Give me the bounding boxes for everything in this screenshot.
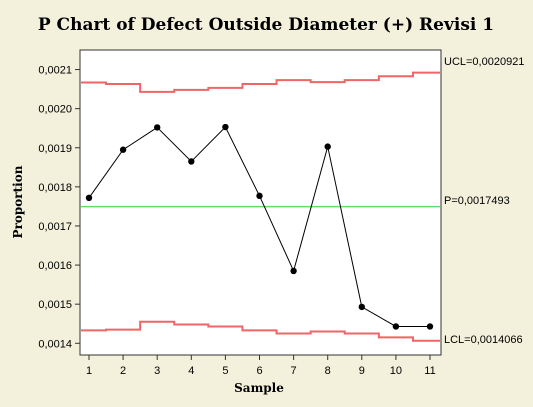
plot-area <box>79 49 442 356</box>
y-axis-title: Proportion <box>11 165 25 238</box>
data-point <box>290 267 297 275</box>
data-point <box>222 123 229 131</box>
y-tick-label: 0,0020 <box>38 104 72 116</box>
x-tick-label: 2 <box>120 365 126 377</box>
data-point <box>85 194 93 202</box>
data-point <box>119 146 127 153</box>
x-tick-label: 10 <box>390 365 402 377</box>
ucl-line <box>81 71 440 93</box>
x-tick-label: 5 <box>222 365 228 377</box>
x-tick-label: 1 <box>86 365 92 377</box>
center-line-label: P=0,0017493 <box>444 195 510 207</box>
x-tick-label: 4 <box>188 365 194 377</box>
data-point <box>358 303 365 311</box>
data-point <box>256 192 263 200</box>
x-tick-label: 8 <box>325 365 331 377</box>
x-tick-label: 9 <box>359 365 365 377</box>
data-point <box>426 323 434 330</box>
lcl-line <box>81 320 440 342</box>
data-point <box>324 143 331 150</box>
y-tick-label: 0,0017 <box>38 221 72 233</box>
y-tick-label: 0,0019 <box>38 143 72 155</box>
y-tick-label: 0,0014 <box>38 338 72 350</box>
data-series <box>85 123 434 330</box>
y-axis: 0,0014 0,0015 0,0016 0,0017 0,0018 0,0019 0,00… <box>38 65 80 350</box>
x-tick-label: 3 <box>154 365 160 377</box>
x-tick-label: 11 <box>424 365 435 377</box>
y-tick-label: 0,0021 <box>38 65 72 77</box>
data-point <box>392 323 400 330</box>
x-tick-label: 6 <box>256 365 262 377</box>
x-tick-label: 7 <box>291 365 297 377</box>
control-limits <box>81 71 440 342</box>
data-point <box>154 124 161 131</box>
data-point <box>188 158 195 165</box>
y-tick-label: 0,0015 <box>38 299 72 311</box>
x-axis: 1 2 3 4 5 6 7 8 9 10 11 <box>86 355 436 377</box>
y-tick-label: 0,0016 <box>38 260 72 272</box>
x-axis-title: Sample <box>234 381 284 395</box>
ucl-label: UCL=0,0020921 <box>444 56 524 68</box>
lcl-label: LCL=0,0014066 <box>444 334 523 346</box>
y-tick-label: 0,0018 <box>38 182 72 194</box>
chart-title: P Chart of Defect Outside Diameter (+) R… <box>38 15 494 35</box>
